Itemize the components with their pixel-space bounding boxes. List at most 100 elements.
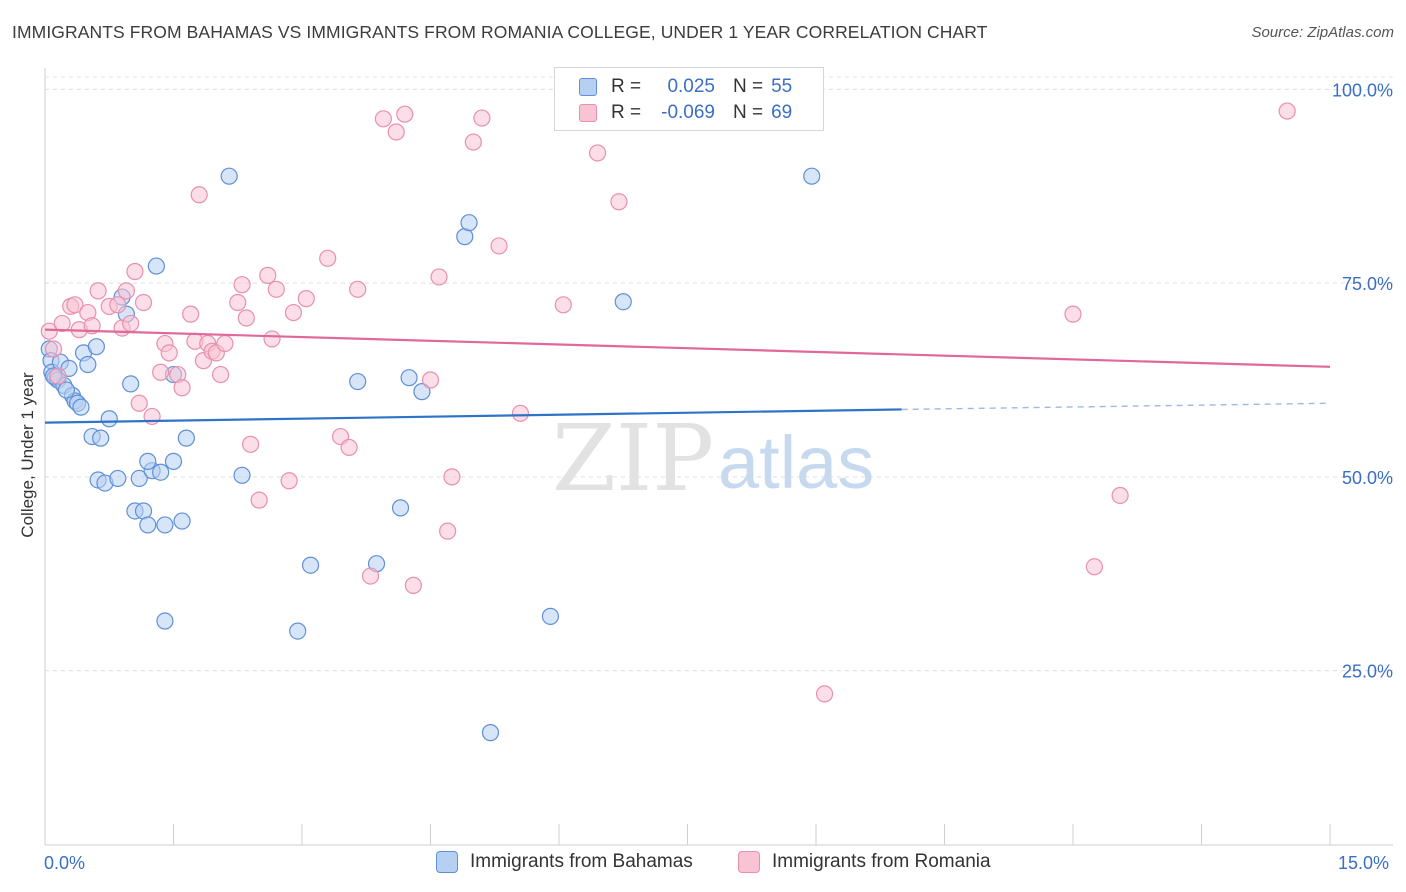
point-romania [190, 186, 208, 204]
point-bahamas [301, 556, 320, 574]
legend-row-bahamas: R = 0.025 N = 55 [579, 75, 792, 99]
point-bahamas [481, 724, 500, 742]
grid [45, 76, 1393, 672]
point-romania [610, 193, 628, 211]
r-label: R = [611, 76, 642, 97]
point-bahamas [79, 355, 97, 374]
y-tick-label: 25.0% [1342, 662, 1393, 682]
point-romania [263, 330, 281, 348]
point-bahamas [164, 452, 183, 470]
point-bahamas [139, 452, 157, 470]
point-bahamas [413, 383, 431, 401]
point-romania [588, 144, 607, 162]
point-romania [182, 305, 200, 323]
point-romania [40, 322, 58, 340]
point-romania [160, 344, 178, 362]
point-romania [126, 262, 144, 281]
stats-legend: R = 0.025 N = 55 R = -0.069 N = 69 [554, 67, 824, 131]
point-romania [212, 365, 230, 384]
point-bahamas [92, 429, 110, 447]
point-romania [284, 303, 303, 322]
point-romania [430, 268, 448, 286]
y-tick-label: 75.0% [1342, 274, 1393, 294]
point-romania [216, 334, 234, 353]
point-romania [83, 317, 101, 335]
point-romania [122, 314, 140, 333]
point-romania [237, 309, 255, 327]
point-bahamas [100, 410, 118, 428]
point-bahamas [109, 469, 127, 488]
bottom-legend-label-romania: Immigrants from Romania [772, 851, 991, 872]
point-romania [319, 249, 337, 267]
point-romania [815, 685, 834, 703]
point-bahamas [349, 372, 367, 391]
point-romania [1085, 558, 1104, 576]
point-romania [117, 282, 135, 300]
trend-line-bahamas [44, 408, 902, 424]
y-axis-label: College, Under 1 year [18, 372, 37, 538]
point-romania [439, 522, 457, 540]
point-romania [130, 394, 148, 412]
point-romania [361, 567, 380, 585]
point-romania [421, 371, 440, 389]
y-tick-label: 100.0% [1332, 80, 1393, 100]
x-tick-right: 15.0% [1338, 853, 1390, 873]
point-romania [89, 282, 107, 300]
y-tick-labels: 25.0% 50.0% 75.0% 100.0% [1332, 80, 1393, 681]
point-bahamas [541, 607, 560, 625]
n-label: N = [733, 102, 764, 123]
point-bahamas [173, 512, 191, 530]
bottom-swatch-romania [738, 851, 760, 873]
point-bahamas [289, 622, 307, 640]
point-romania [267, 280, 285, 298]
point-bahamas [614, 293, 632, 311]
point-bahamas [220, 167, 238, 185]
point-romania [404, 576, 422, 594]
n-label: N = [733, 76, 764, 97]
watermark-atlas: atlas [718, 421, 874, 504]
axes [44, 68, 1393, 846]
point-romania [233, 276, 251, 294]
n-value-bahamas: 55 [771, 76, 793, 97]
point-bahamas [460, 214, 478, 232]
point-bahamas [87, 338, 106, 356]
point-romania [396, 105, 414, 123]
point-bahamas [400, 369, 418, 387]
point-romania [473, 109, 491, 127]
bottom-legend-romania: Immigrants from Romania [738, 851, 991, 873]
x-tick-left: 0.0% [44, 853, 86, 873]
point-bahamas [803, 167, 821, 185]
point-bahamas [130, 469, 148, 488]
point-bahamas [233, 466, 251, 484]
point-romania [554, 296, 572, 314]
point-romania [387, 123, 405, 141]
point-romania [340, 438, 358, 457]
bottom-swatch-bahamas [436, 851, 458, 873]
point-romania [173, 379, 191, 397]
point-romania [229, 293, 247, 312]
point-romania [1064, 305, 1082, 323]
legend-row-romania: R = -0.069 N = 69 [579, 101, 792, 125]
point-romania [374, 110, 392, 128]
point-bahamas [57, 381, 76, 399]
point-romania [242, 435, 260, 453]
r-value-bahamas: 0.025 [667, 76, 715, 97]
point-bahamas [122, 375, 140, 393]
watermark-zip: ZIP [552, 405, 714, 512]
point-romania [259, 266, 277, 284]
r-value-romania: -0.069 [661, 102, 715, 123]
data-points [40, 102, 1296, 742]
n-value-romania: 69 [771, 102, 793, 123]
point-romania [349, 280, 367, 298]
point-romania [511, 404, 530, 422]
r-label: R = [611, 102, 642, 123]
bottom-legend-label-bahamas: Immigrants from Bahamas [470, 851, 693, 872]
point-bahamas [177, 429, 195, 447]
trend-lines [44, 328, 1331, 424]
point-romania [66, 296, 84, 314]
point-romania [280, 472, 298, 490]
point-bahamas [139, 516, 157, 534]
point-romania [53, 314, 71, 333]
point-romania [443, 468, 461, 486]
